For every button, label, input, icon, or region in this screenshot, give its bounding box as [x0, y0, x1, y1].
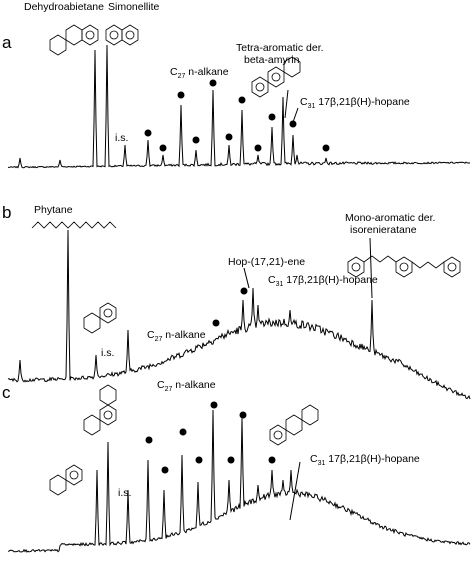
- alkane-marker: [227, 456, 235, 464]
- annotation: i.s.: [118, 487, 131, 499]
- alkane-marker: [322, 144, 330, 152]
- alkane-marker: [161, 466, 169, 474]
- annotation: Mono-aromatic der.: [345, 212, 435, 224]
- annotation: isorenieratane: [350, 224, 417, 236]
- annotation: Tetra-aromatic der.: [236, 42, 324, 54]
- chromatogram: [7, 44, 471, 169]
- panel-label: a: [2, 33, 12, 52]
- chromatogram: [7, 409, 471, 553]
- hopane-label: C31 17β,21β(H)-hopane: [310, 453, 420, 467]
- alkane-marker: [144, 129, 152, 137]
- alkane-marker: [240, 287, 248, 295]
- annotation: i.s.: [115, 132, 128, 144]
- alkane-marker: [177, 91, 185, 99]
- alkane-marker: [192, 136, 200, 144]
- alkane-marker: [145, 436, 153, 444]
- alkane-label: C27 n-alkane: [170, 66, 229, 80]
- annotation: Phytane: [34, 204, 73, 216]
- arrow: [284, 89, 289, 119]
- panel-label: b: [2, 203, 11, 222]
- alkane-marker: [254, 144, 262, 152]
- arrow: [289, 461, 301, 521]
- alkane-label: C27 n-alkane: [157, 379, 216, 393]
- structure: [49, 384, 319, 496]
- alkane-marker: [289, 120, 297, 128]
- alkane-marker: [238, 96, 246, 104]
- alkane-marker: [239, 411, 247, 419]
- alkane-marker: [268, 456, 276, 464]
- arrow: [369, 237, 373, 299]
- structure: [49, 24, 301, 98]
- panel-label: c: [2, 383, 11, 402]
- chromatogram: [7, 229, 471, 400]
- alkane-marker: [268, 113, 276, 121]
- annotation: Dehydroabietane: [24, 1, 104, 13]
- hopane-label: C31 17β,21β(H)-hopane: [300, 96, 410, 110]
- alkane-marker: [210, 401, 218, 409]
- alkane-marker: [159, 144, 167, 152]
- annotation: Hop-(17,21)-ene: [228, 256, 305, 268]
- annotation: beta-amyrin: [244, 54, 300, 66]
- annotation: i.s.: [101, 347, 114, 359]
- alkane-marker: [212, 319, 220, 327]
- alkane-marker: [195, 456, 203, 464]
- alkane-marker: [179, 428, 187, 436]
- annotation: Simonellite: [108, 1, 160, 13]
- alkane-label: C27 n-alkane: [147, 329, 206, 343]
- arrow: [243, 267, 250, 289]
- structure: [31, 221, 461, 334]
- hopane-label: C31 17β,21β(H)-hopane: [268, 274, 378, 288]
- alkane-marker: [225, 133, 233, 141]
- alkane-marker: [209, 79, 217, 87]
